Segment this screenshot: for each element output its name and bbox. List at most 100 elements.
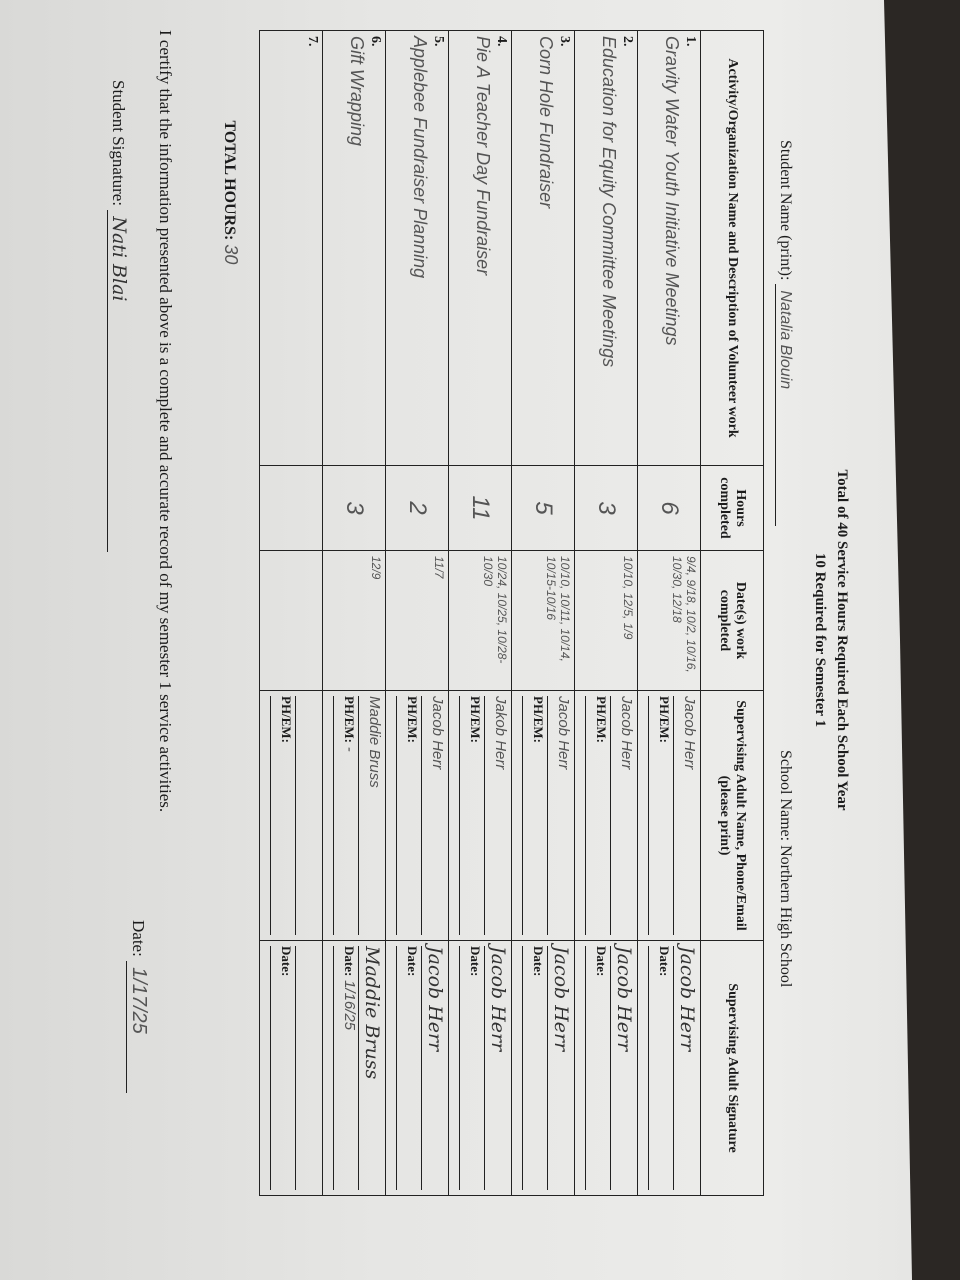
signature-cell: Jacob Herr Date: — [637, 940, 701, 1196]
certification-date-value: 1/17/25 — [126, 961, 150, 1094]
hours-cell: 3 — [574, 465, 638, 551]
supervisor-name: Jacob Herr — [421, 696, 446, 935]
activity-description: Gravity Water Youth Initiative Meetings — [662, 36, 682, 346]
table-row: 2. Education for Equity Committee Meeting… — [574, 30, 638, 1196]
dates-cell: 10/10, 10/11, 10/14, 10/15-10/16 — [511, 550, 575, 691]
supervisor-cell: Jakob Herr PH/EM: — [448, 690, 512, 941]
dates-cell: 11/7 — [385, 550, 449, 691]
hours-cell: 11 — [448, 465, 512, 551]
supervisor-name: Maddie Bruss — [358, 696, 383, 935]
hours-cell: 2 — [385, 465, 449, 551]
school-name-field: School Name: Northern High School — [776, 750, 794, 987]
school-name-label: School Name: — [777, 750, 794, 842]
supervisor-name: Jacob Herr — [547, 696, 572, 935]
total-hours-cell: TOTAL HOURS: 30 — [203, 31, 260, 551]
student-signature-label: Student Signature: — [109, 80, 128, 207]
school-name-value: Northern High School — [777, 845, 794, 988]
supervisor-name: Jacob Herr — [673, 696, 698, 935]
service-hours-table: Activity/Organization Name and Descripti… — [203, 30, 764, 1196]
phem-label: PH/EM: — [468, 696, 483, 743]
date-label: Date: — [594, 946, 609, 977]
activity-description: Education for Equity Committee Meetings — [599, 36, 619, 368]
signature-cell: Jacob Herr Date: — [574, 940, 638, 1196]
hours-cell: 6 — [637, 465, 701, 551]
phem-label: PH/EM: — [405, 696, 420, 743]
dates-cell: 10/24, 10/25, 10/28-10/30 — [448, 550, 512, 691]
table-row: 7. PH/EM: Date: — [259, 30, 323, 1196]
signature-cell: Date: — [259, 940, 323, 1196]
date-label: Date: — [279, 946, 294, 977]
supervisor-cell: Maddie Bruss PH/EM: - — [322, 690, 386, 941]
supervisor-cell: PH/EM: — [259, 690, 323, 941]
activity-cell: 3. Corn Hole Fundraiser — [511, 30, 575, 466]
supervisor-cell: Jacob Herr PH/EM: — [511, 690, 575, 941]
service-hours-form: Total of 40 Service Hours Required Each … — [72, 20, 892, 1260]
date-label: Date: — [405, 946, 420, 977]
student-signature-field: Student Signature: Nati Blai — [107, 80, 130, 553]
activity-cell: 2. Education for Equity Committee Meeting… — [574, 30, 638, 466]
phem-label: PH/EM: — [594, 696, 609, 743]
activity-description: Applebee Fundraiser Planning — [410, 36, 430, 279]
column-header-signature: Supervising Adult Signature — [700, 940, 764, 1196]
table-header-row: Activity/Organization Name and Descripti… — [700, 30, 764, 1196]
supervisor-signature: Jacob Herr — [610, 946, 635, 1190]
activity-cell: 5. Applebee Fundraiser Planning — [385, 30, 449, 466]
column-header-hours: Hours completed — [700, 465, 764, 551]
phem-value: - — [341, 746, 358, 752]
table-row: 5. Applebee Fundraiser Planning 2 11/7 Jacob… — [385, 30, 449, 1196]
activity-cell: 1. Gravity Water Youth Initiative Meeting… — [637, 30, 701, 466]
activity-description: Pie A Teacher Day Fundraiser — [473, 36, 493, 276]
date-label: Date: — [657, 946, 672, 977]
form-subtitle: 10 Required for Semester 1 — [812, 552, 828, 728]
supervisor-signature — [295, 946, 320, 1190]
phem-label: PH/EM: — [279, 696, 294, 743]
activity-description: Gift Wrapping — [347, 36, 367, 147]
total-hours-row: TOTAL HOURS: 30 — [203, 31, 260, 1196]
column-header-dates: Date(s) work completed — [700, 550, 764, 691]
date-label: Date: — [342, 946, 357, 977]
signature-cell: Jacob Herr Date: — [448, 940, 512, 1196]
activity-cell: 7. — [259, 30, 323, 466]
dates-cell — [259, 550, 323, 691]
supervisor-signature: Jacob Herr — [421, 946, 446, 1190]
signature-cell: Jacob Herr Date: — [385, 940, 449, 1196]
row-number: 3. — [557, 36, 572, 47]
student-signature: Nati Blai — [107, 210, 130, 553]
phem-label: PH/EM: — [342, 696, 357, 743]
total-hours-label: TOTAL HOURS: — [221, 120, 239, 241]
phem-label: PH/EM: — [531, 696, 546, 743]
signature-date: 1/16/25 — [341, 980, 358, 1031]
supervisor-cell: Jacob Herr PH/EM: — [574, 690, 638, 941]
certification-statement: I certify that the information presented… — [156, 30, 175, 813]
row-number: 4. — [494, 36, 509, 47]
activity-cell: 4. Pie A Teacher Day Fundraiser — [448, 30, 512, 466]
student-name-field: Student Name (print): Natalia Blouin — [775, 140, 794, 527]
row-number: 7. — [305, 36, 320, 47]
row-number: 5. — [431, 36, 446, 47]
activity-cell: 6. Gift Wrapping — [322, 30, 386, 466]
hours-cell: 3 — [322, 465, 386, 551]
signature-cell: Jacob Herr Date: — [511, 940, 575, 1196]
table-row: 6. Gift Wrapping 3 12/9 Maddie Bruss PH/EM: -… — [322, 30, 386, 1196]
supervisor-name: Jakob Herr — [484, 696, 509, 935]
supervisor-name: Jacob Herr — [610, 696, 635, 935]
supervisor-cell: Jacob Herr PH/EM: — [637, 690, 701, 941]
dates-cell: 10/10, 12/5, 1/9 — [574, 550, 638, 691]
table-row: 4. Pie A Teacher Day Fundraiser 11 10/24, 1… — [448, 30, 512, 1196]
dates-cell: 12/9 — [322, 550, 386, 691]
supervisor-signature: Jacob Herr — [484, 946, 509, 1190]
student-name-value: Natalia Blouin — [775, 284, 794, 527]
row-number: 6. — [368, 36, 383, 47]
date-label: Date: — [531, 946, 546, 977]
activity-description: Corn Hole Fundraiser — [536, 36, 556, 209]
total-hours-value: 30 — [221, 244, 242, 265]
supervisor-signature: Jacob Herr — [673, 946, 698, 1190]
row-number: 1. — [683, 36, 698, 47]
dates-cell: 9/4, 9/18, 10/2, 10/16, 10/30, 12/18 — [637, 550, 701, 691]
supervisor-signature: Jacob Herr — [547, 946, 572, 1190]
supervisor-signature: Maddie Bruss — [358, 946, 383, 1190]
supervisor-name — [295, 696, 320, 935]
student-name-label: Student Name (print): — [777, 140, 794, 281]
table-row: 1. Gravity Water Youth Initiative Meeting… — [637, 30, 701, 1196]
